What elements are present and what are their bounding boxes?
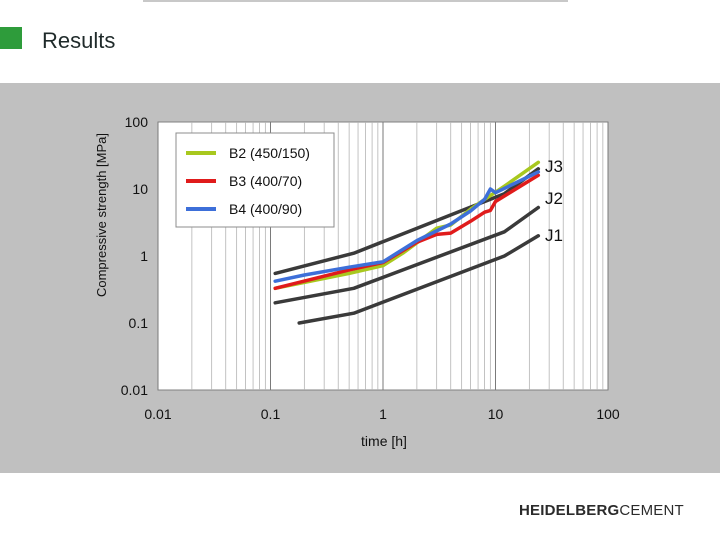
series-end-label-j1: J1 — [545, 226, 563, 245]
y-tick-label: 100 — [125, 114, 149, 130]
series-line-j2 — [273, 205, 541, 305]
x-tick-label: 100 — [596, 406, 620, 422]
x-tick-label: 1 — [379, 406, 387, 422]
y-tick-label: 0.1 — [129, 315, 149, 331]
series-line-b4 — [273, 170, 541, 283]
y-tick-label: 10 — [132, 181, 148, 197]
slide-title: Results — [42, 28, 116, 53]
top-rule — [143, 0, 568, 2]
y-axis-title: Compressive strength [MPa] — [94, 133, 109, 297]
x-tick-label: 10 — [488, 406, 504, 422]
series-line-j1 — [297, 234, 541, 325]
y-tick-label: 0.01 — [121, 382, 148, 398]
series-end-label-j2: J2 — [545, 189, 563, 208]
axis-ticks: 0.01 0.1 1 10 100 100 10 1 0.1 0.01 — [121, 114, 620, 422]
x-tick-label: 0.01 — [144, 406, 171, 422]
series-group: J3 J2 J1 — [273, 157, 563, 325]
accent-square — [0, 27, 22, 49]
logo-part-2: CEMENT — [619, 502, 684, 519]
series-end-label-j3: J3 — [545, 157, 563, 176]
y-tick-label: 1 — [140, 248, 148, 264]
company-logo: HEIDELBERGCEMENT — [519, 502, 684, 519]
x-axis-title: time [h] — [361, 433, 407, 449]
legend-label: B3 (400/70) — [229, 173, 302, 189]
legend-label: B4 (400/90) — [229, 201, 302, 217]
x-tick-label: 0.1 — [261, 406, 281, 422]
logo-part-1: HEIDELBERG — [519, 502, 620, 519]
legend: B2 (450/150) B3 (400/70) B4 (400/90) — [175, 132, 335, 228]
legend-label: B2 (450/150) — [229, 145, 310, 161]
